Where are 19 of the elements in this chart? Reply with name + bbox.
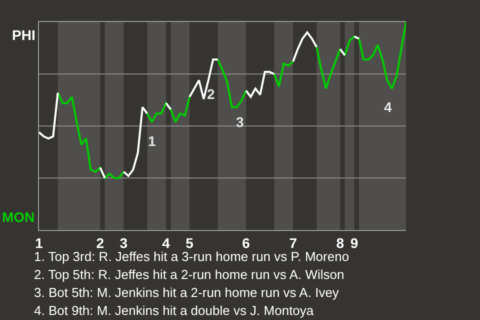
x-tick-label: 4 [162, 234, 170, 251]
text: MON [2, 209, 35, 225]
text: 4. Bot 9th: M. Jenkins hit a double vs J. Montoya [34, 303, 314, 318]
annotation: 1 [148, 133, 156, 149]
x-tick-label: 8 [336, 234, 344, 251]
annotation: 4 [384, 99, 392, 115]
x-tick-label: 2 [96, 234, 104, 251]
x-tick-label: 3 [120, 234, 128, 251]
text: 1. Top 3rd: R. Jeffes hit a 3-run home run vs P. Moreno [34, 249, 350, 264]
text: 2. Top 5th: R. Jeffes hit a 2-run home run vs A. Wilson [34, 267, 344, 282]
annotation: 2 [207, 86, 215, 102]
text: PHI [12, 27, 36, 43]
x-tick-label: 7 [289, 234, 298, 251]
x-tick-label: 9 [350, 234, 358, 251]
annotation: 3 [236, 114, 244, 130]
x-tick-label: 6 [242, 234, 250, 251]
text: 3. Bot 5th: M. Jenkins hit a 2-run home run vs A. Ivey [34, 285, 340, 300]
x-tick-label: 5 [186, 234, 194, 251]
x-tick-label: 1 [35, 234, 44, 251]
